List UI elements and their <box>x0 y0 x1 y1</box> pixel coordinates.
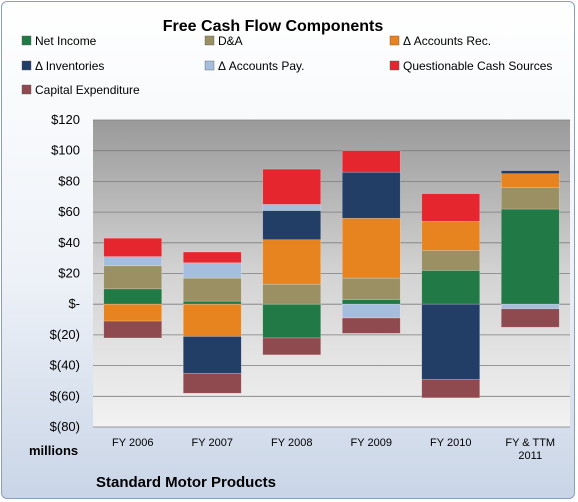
bar-stack <box>262 168 322 356</box>
units-label: millions <box>29 443 78 458</box>
y-tick-label: $20 <box>58 266 80 281</box>
bar-stack <box>421 193 481 399</box>
bar-stack <box>103 237 163 339</box>
bar-segment <box>182 251 242 264</box>
x-tick-label: FY 2010 <box>430 437 471 449</box>
bar-segment <box>182 303 242 337</box>
chart-title: Free Cash Flow Components <box>163 18 384 35</box>
bar-segment <box>103 288 163 305</box>
x-axis-ticks: FY 2006 FY 2007 FY 2008 FY 2009 FY 2010 FY & … <box>112 437 555 462</box>
bar-segment <box>341 171 401 219</box>
bar-stack <box>341 150 401 334</box>
bar-segment <box>262 283 322 305</box>
bar-segment <box>500 187 560 210</box>
legend-swatch <box>21 84 32 95</box>
legend-entry: Δ Accounts Rec. <box>403 34 491 48</box>
x-tick-label: FY 2008 <box>271 437 312 449</box>
legend-entry: Questionable Cash Sources <box>403 59 552 73</box>
bar-segment <box>421 303 481 380</box>
legend-swatch <box>21 35 32 46</box>
bar-segment <box>421 250 481 271</box>
bar-segment <box>182 277 242 302</box>
bar-segment <box>103 320 163 339</box>
legend-swatch <box>204 35 215 46</box>
bar-segment <box>262 303 322 339</box>
bar-segment <box>103 237 163 257</box>
bar-segment <box>103 256 163 267</box>
x-tick-label: FY 2007 <box>192 437 233 449</box>
y-tick-label: $(80) <box>50 419 80 434</box>
y-tick-label: $(60) <box>50 388 80 403</box>
y-tick-label: $100 <box>51 143 80 158</box>
bar-segment <box>262 204 322 211</box>
bar-segment <box>103 303 163 322</box>
bar-segment <box>500 208 560 305</box>
x-tick-label: 2011 <box>518 450 542 462</box>
legend-swatch <box>389 60 400 71</box>
legend-entry: Δ Inventories <box>35 59 104 73</box>
y-tick-label: $(20) <box>50 327 80 342</box>
company-name: Standard Motor Products <box>96 474 276 491</box>
bar-segment <box>262 210 322 241</box>
bar-segment <box>421 193 481 222</box>
bar-segment <box>500 303 560 310</box>
chart-legend: Net Income D&A Δ Accounts Rec. Δ Inventorie… <box>21 34 552 97</box>
bar-stack <box>182 251 242 394</box>
bar-segment <box>421 270 481 305</box>
legend-entry: Capital Expenditure <box>35 83 140 97</box>
bar-segment <box>341 277 401 300</box>
bar-segment <box>500 308 560 328</box>
bar-segment <box>182 336 242 374</box>
bar-segment <box>341 317 401 334</box>
legend-swatch <box>389 35 400 46</box>
y-tick-label: $- <box>68 296 80 311</box>
bar-segment <box>341 217 401 279</box>
y-tick-label: $60 <box>58 204 80 219</box>
bar-segment <box>500 173 560 188</box>
bar-segment <box>182 262 242 279</box>
bar-stacks <box>103 150 560 399</box>
legend-swatch <box>204 60 215 71</box>
x-tick-label: FY 2006 <box>112 437 153 449</box>
bar-segment <box>182 372 242 394</box>
x-tick-label: FY & TTM <box>505 437 555 449</box>
bar-segment <box>182 300 242 305</box>
y-tick-label: $40 <box>58 235 80 250</box>
y-tick-label: $80 <box>58 173 80 188</box>
y-tick-label: $(40) <box>50 358 80 373</box>
bar-segment <box>421 221 481 251</box>
legend-entry: Δ Accounts Pay. <box>218 59 305 73</box>
bar-segment <box>341 299 401 305</box>
bar-segment <box>421 379 481 399</box>
x-tick-label: FY 2009 <box>351 437 392 449</box>
y-tick-label: $120 <box>51 112 80 127</box>
legend-entry: D&A <box>218 34 243 48</box>
y-axis-ticks: $120 $100 $80 $60 $40 $20 $- $(20) $(40) $(60) $(8… <box>50 112 80 434</box>
bar-segment <box>341 150 401 173</box>
bar-stack <box>500 170 560 328</box>
legend-swatch <box>21 60 32 71</box>
bar-segment <box>262 168 322 205</box>
gridlines <box>93 119 570 428</box>
bar-segment <box>262 337 322 356</box>
bar-segment <box>103 265 163 290</box>
bar-segment <box>341 303 401 319</box>
bar-segment <box>500 170 560 175</box>
legend-entry: Net Income <box>35 34 97 48</box>
bar-segment <box>262 239 322 285</box>
